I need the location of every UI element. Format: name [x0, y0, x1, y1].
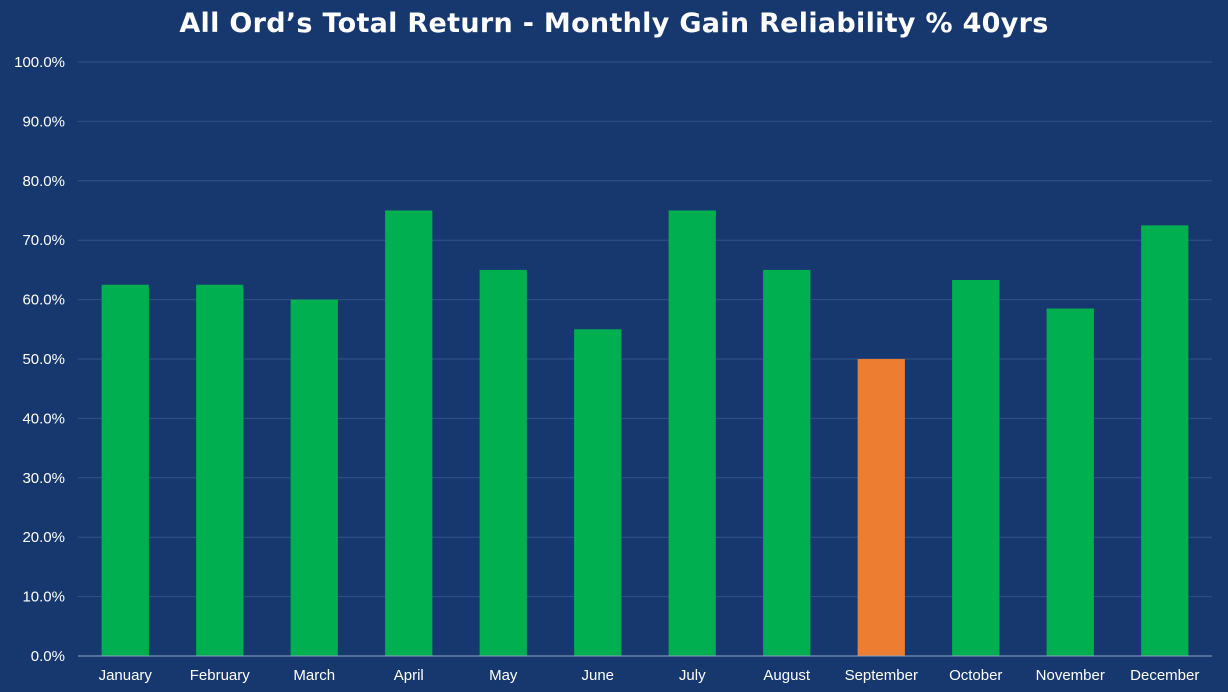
bar-september — [857, 359, 905, 656]
bar-october — [952, 279, 1000, 656]
x-tick-label: May — [489, 667, 518, 684]
x-tick-label: September — [845, 667, 918, 684]
y-tick-label: 100.0% — [14, 54, 65, 71]
bar-april — [385, 210, 433, 656]
y-tick-label: 30.0% — [22, 470, 65, 487]
x-tick-label: December — [1130, 667, 1199, 684]
gridlines — [78, 61, 1212, 598]
bars — [101, 210, 1189, 656]
y-tick-label: 0.0% — [31, 648, 65, 665]
y-tick-label: 50.0% — [22, 351, 65, 368]
x-tick-label: July — [679, 667, 706, 684]
bar-november — [1046, 308, 1094, 656]
y-tick-label: 70.0% — [22, 232, 65, 249]
y-tick-label: 40.0% — [22, 410, 65, 427]
x-tick-label: February — [190, 667, 251, 684]
y-tick-label: 10.0% — [22, 589, 65, 606]
x-tick-label: November — [1036, 667, 1105, 684]
bar-february — [196, 284, 244, 656]
bar-may — [479, 269, 527, 656]
y-axis-ticks: 0.0% 10.0% 20.0% 30.0% 40.0% 50.0% 60.0% 70.0% 8… — [14, 54, 65, 665]
x-tick-label: March — [293, 667, 335, 684]
bar-july — [668, 210, 716, 656]
bar-january — [101, 284, 149, 656]
x-axis-ticks: January February March April May June July Augu… — [99, 667, 1200, 684]
bar-august — [763, 269, 811, 656]
x-tick-label: January — [99, 667, 153, 684]
y-tick-label: 90.0% — [22, 113, 65, 130]
bar-march — [290, 299, 338, 656]
bar-december — [1141, 225, 1189, 656]
x-tick-label: April — [394, 667, 424, 684]
x-tick-label: October — [949, 667, 1002, 684]
chart-title: All Ord’s Total Return - Monthly Gain Re… — [179, 8, 1049, 39]
y-tick-label: 20.0% — [22, 529, 65, 546]
y-tick-label: 80.0% — [22, 173, 65, 190]
y-tick-label: 60.0% — [22, 292, 65, 309]
x-tick-label: June — [581, 667, 614, 684]
x-tick-label: August — [763, 667, 811, 684]
bar-june — [574, 329, 622, 656]
